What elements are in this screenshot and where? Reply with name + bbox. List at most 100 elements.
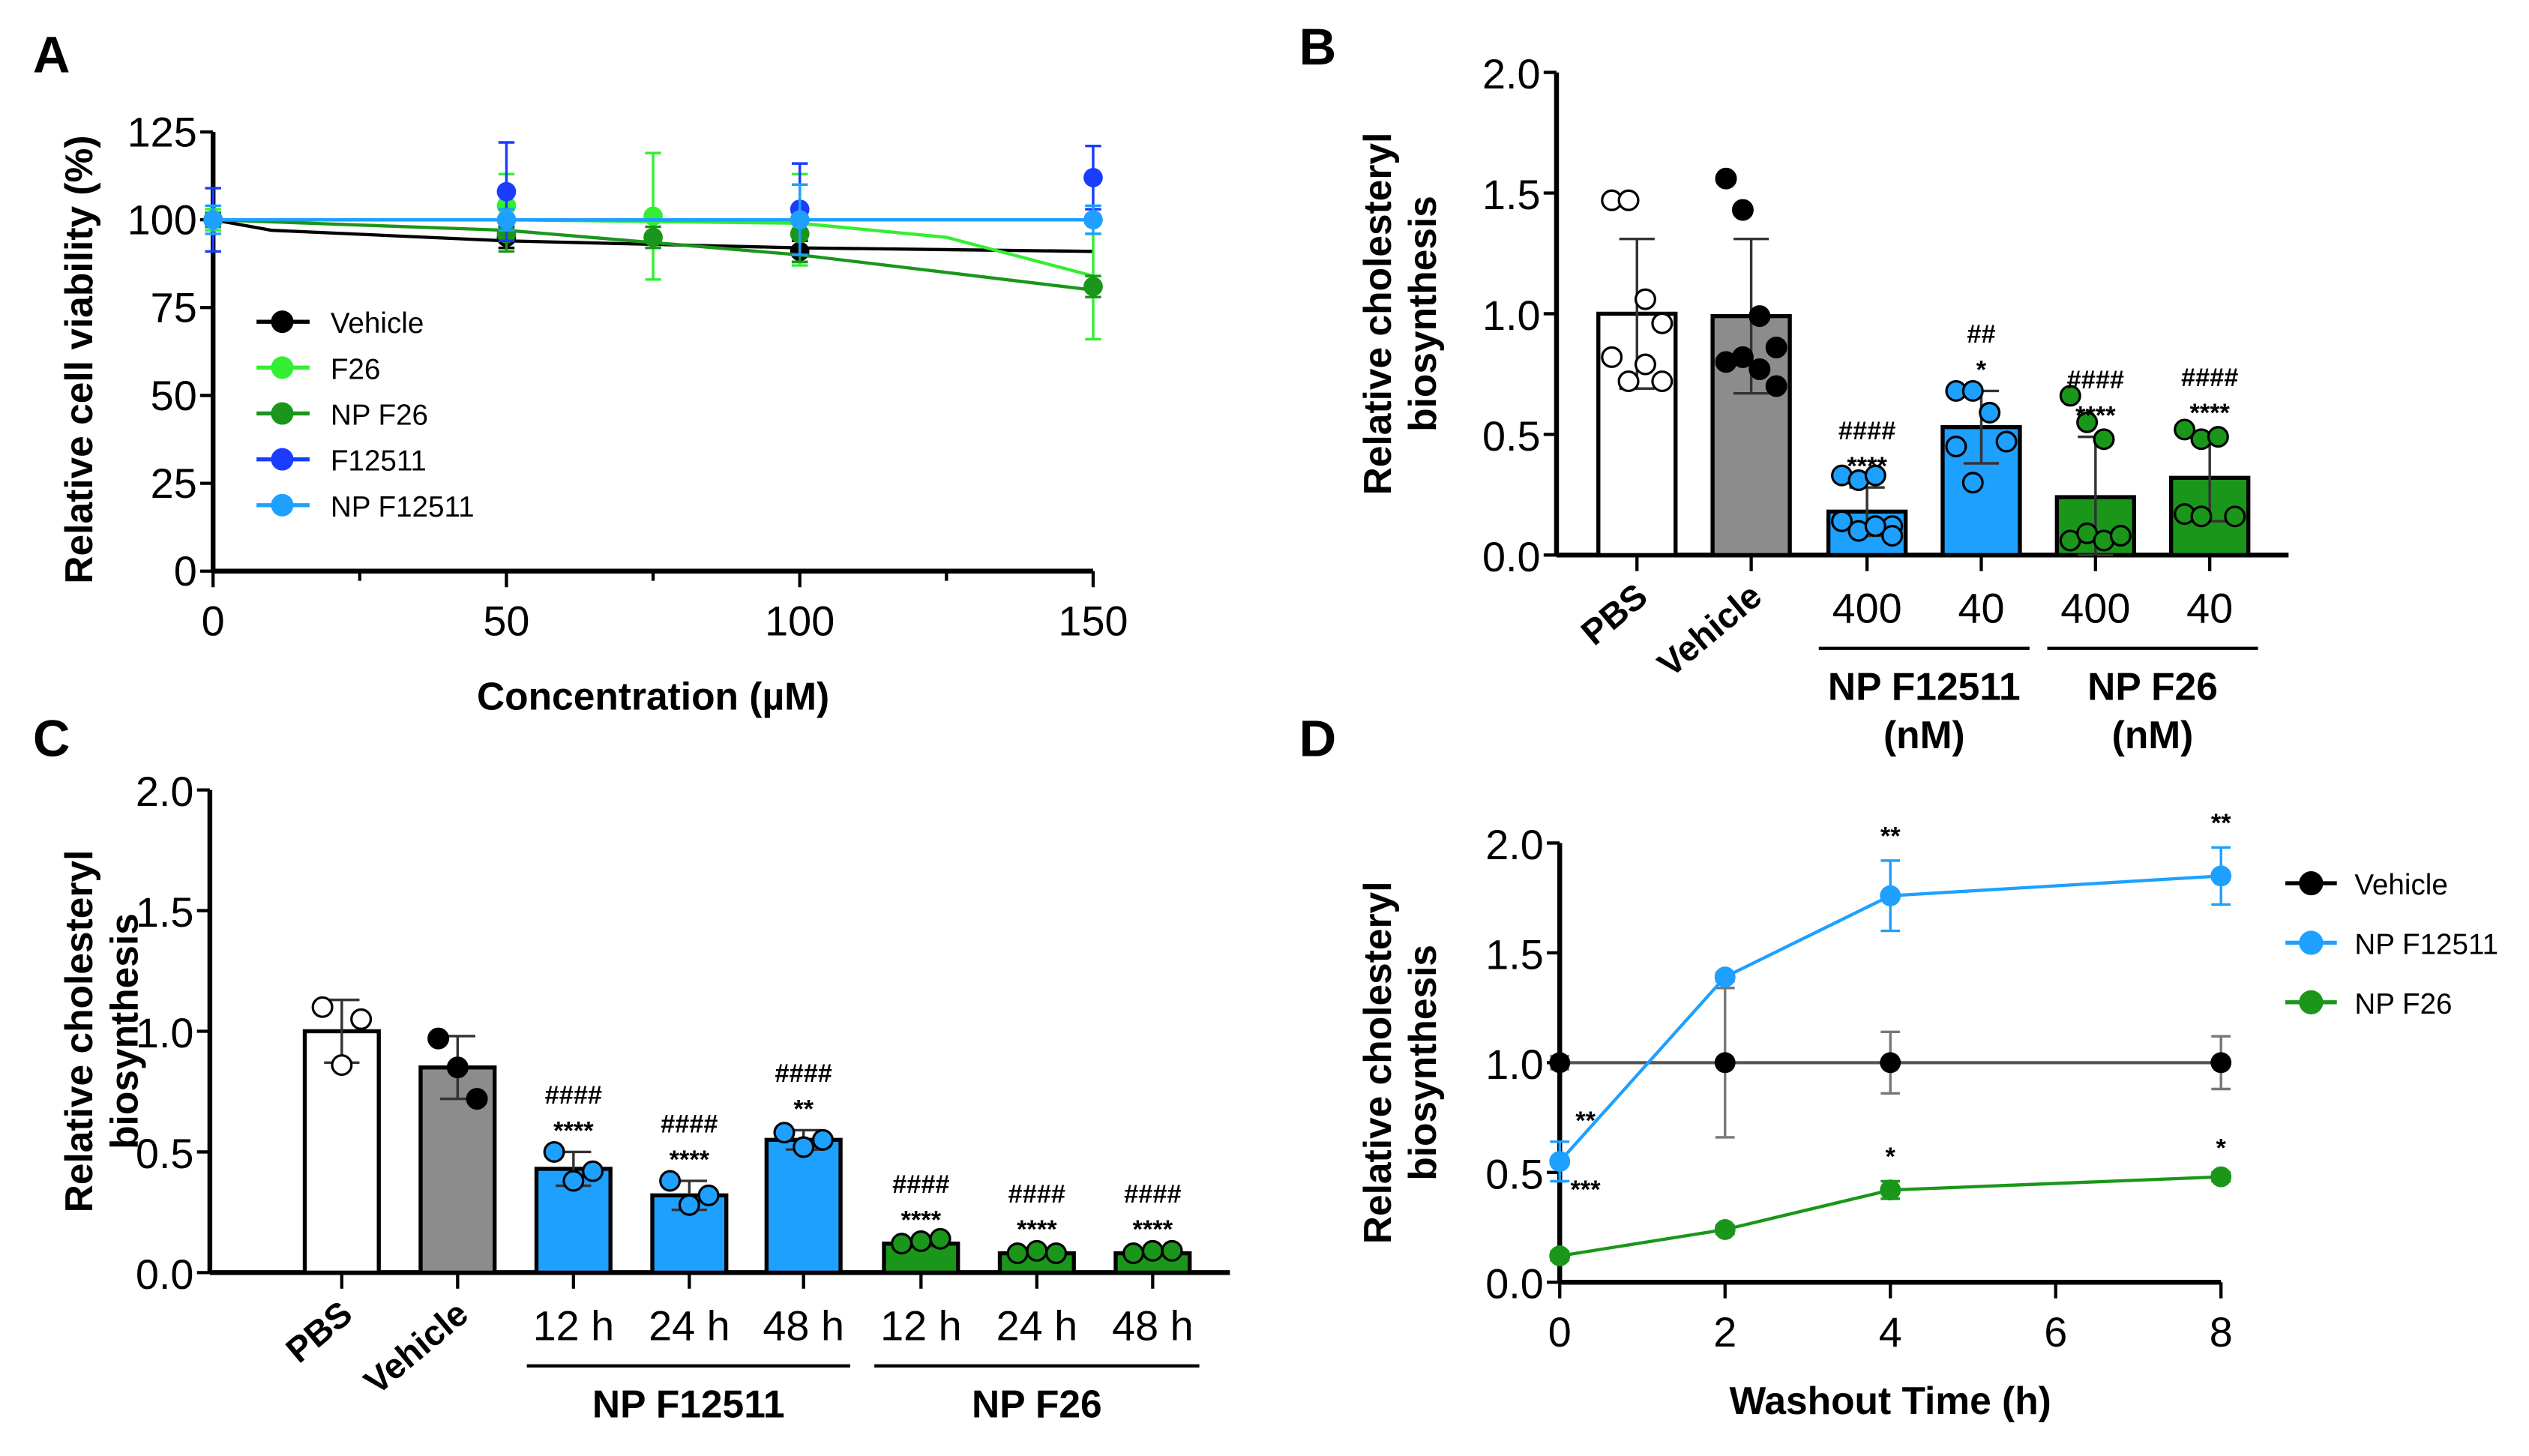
y-tick-label: 125 <box>127 108 197 155</box>
data-point <box>1765 375 1787 397</box>
data-point <box>811 1128 834 1151</box>
data-point <box>1748 305 1771 328</box>
data-point <box>2210 1052 2232 1074</box>
data-point <box>1714 1219 1736 1240</box>
legend-label: F26 <box>331 353 381 385</box>
data-point <box>1945 435 1967 457</box>
y-axis-label: Relative cholesteryl <box>1356 133 1399 496</box>
data-point <box>1083 277 1103 297</box>
significance-label: * <box>1976 355 1987 384</box>
significance-label: **** <box>1133 1215 1173 1244</box>
data-point <box>1122 1242 1145 1265</box>
y-tick-label: 1.0 <box>1485 1041 1544 1088</box>
panel-a-chart: A 0 25 50 75 100 125 0 50 100 150 Concentration (µM… <box>33 26 1128 718</box>
x-axis-label: Washout Time (h) <box>1730 1379 2051 1422</box>
significance-label: **** <box>553 1116 594 1145</box>
data-point <box>1714 1052 1736 1074</box>
data-point <box>1765 337 1787 358</box>
data-point <box>2210 865 2232 887</box>
y-tick-label: 0 <box>174 547 197 595</box>
legend-marker <box>271 493 294 517</box>
y-tick-label: 1.0 <box>136 1009 194 1056</box>
data-point <box>543 1140 565 1163</box>
group-unit-label: (nM) <box>1883 713 1965 756</box>
series-line <box>1559 1175 2222 1258</box>
x-category-label: 12 h <box>533 1302 615 1349</box>
group-unit-label: (nM) <box>2112 713 2194 756</box>
y-tick-label: 75 <box>151 284 197 331</box>
y-tick-label: 1.5 <box>1482 171 1541 218</box>
data-point <box>659 1170 682 1192</box>
y-tick-label: 1.5 <box>1485 930 1544 978</box>
x-category-label: 400 <box>2060 584 2130 631</box>
legend-marker <box>271 356 294 379</box>
data-point <box>427 1027 450 1050</box>
y-tick-label: 0.5 <box>1485 1150 1544 1197</box>
x-tick-label: 4 <box>1879 1308 1902 1356</box>
data-point <box>1880 1052 1901 1074</box>
data-point <box>678 1194 700 1216</box>
significance-label: #### <box>775 1059 832 1088</box>
data-point <box>1634 288 1656 310</box>
data-point <box>790 210 810 229</box>
series-line <box>1558 874 2222 1163</box>
significance-label: ** <box>2211 809 2231 837</box>
data-point <box>1549 1151 1571 1173</box>
x-tick-label: 0 <box>1548 1308 1572 1356</box>
data-point <box>331 1054 353 1077</box>
data-point <box>2174 418 2196 441</box>
data-point <box>350 1008 373 1030</box>
data-point <box>697 1184 720 1206</box>
data-point <box>582 1160 604 1182</box>
data-point <box>1549 1245 1571 1267</box>
x-category-label: 48 h <box>1112 1302 1194 1349</box>
data-point <box>1995 430 2018 453</box>
y-tick-label: 2.0 <box>136 768 194 815</box>
significance-label: #### <box>892 1170 949 1199</box>
significance-label: ** <box>1575 1107 1596 1135</box>
y-axis-label: biosynthesis <box>102 913 145 1149</box>
data-point <box>643 206 663 226</box>
data-point <box>562 1170 585 1192</box>
panel-d-chart: D 0.0 0.5 1.0 1.5 2.0 0 2 4 6 8 Washout Time (h) Rel… <box>1299 710 2498 1423</box>
panel-label: D <box>1299 710 1337 768</box>
significance-label: * <box>2216 1134 2227 1162</box>
significance-label: **** <box>670 1146 710 1174</box>
y-tick-label: 1.0 <box>1482 292 1541 339</box>
y-tick-label: 0.0 <box>1485 1260 1544 1308</box>
data-point <box>1714 966 1736 988</box>
group-label: NP F12511 <box>1828 664 2021 708</box>
x-category-label: 400 <box>1832 584 1902 631</box>
data-point <box>311 996 334 1018</box>
data-point <box>1864 464 1886 487</box>
data-point <box>1161 1239 1183 1262</box>
data-point <box>2076 411 2099 433</box>
x-tick-label: 6 <box>2044 1308 2067 1356</box>
significance-label: #### <box>545 1081 602 1110</box>
data-point <box>1617 189 1640 211</box>
x-tick-label: 8 <box>2210 1308 2233 1356</box>
x-category-label: 48 h <box>763 1302 844 1349</box>
data-point <box>1006 1242 1029 1265</box>
panel-label: C <box>33 710 70 768</box>
significance-label: #### <box>1124 1180 1181 1209</box>
significance-label: #### <box>1838 417 1895 445</box>
significance-label: #### <box>2067 366 2124 394</box>
data-point <box>1748 358 1771 380</box>
group-label: NP F12511 <box>592 1382 785 1425</box>
data-point <box>1617 370 1640 393</box>
x-tick-label: 2 <box>1713 1308 1736 1356</box>
data-point <box>1731 346 1754 368</box>
x-category-label: 24 h <box>996 1302 1078 1349</box>
legend-label: NP F12511 <box>331 491 475 523</box>
data-point <box>1864 515 1886 538</box>
y-tick-label: 0.5 <box>1482 412 1541 460</box>
data-point <box>203 210 223 229</box>
bar <box>764 1137 843 1275</box>
data-point <box>909 1230 932 1253</box>
panel-b-chart: B 0.0 0.5 1.0 1.5 2.0 Relative cholesteryl bios… <box>1299 18 2289 756</box>
data-point <box>446 1056 469 1079</box>
x-category-label: 24 h <box>649 1302 730 1349</box>
data-point <box>1083 210 1103 229</box>
